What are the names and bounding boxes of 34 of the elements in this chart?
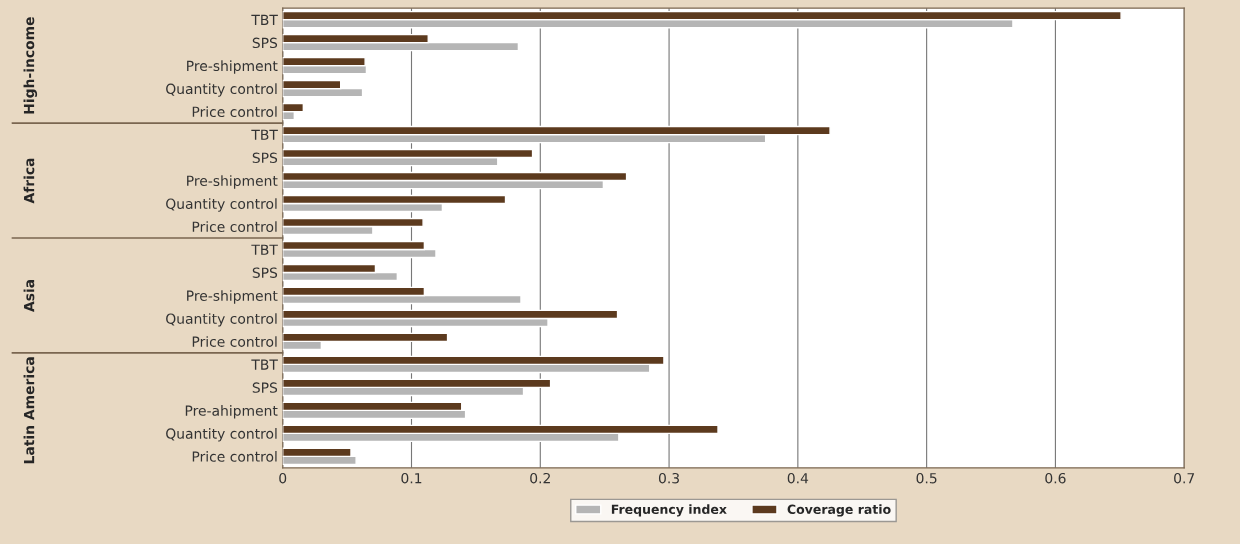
y-tick-label: Price control [192,451,277,462]
y-tick-label: Quantity control [166,313,277,327]
y-tick-label: SPS [252,152,278,164]
x-tick-label: 0.7 [1174,472,1195,484]
text: High-income [23,17,38,114]
y-tick-label: TBT [251,14,278,25]
y-tick-label: Pre-shipment [187,60,278,74]
y-tick-label: Quantity control [166,428,277,442]
y-tick-label: Price control [192,106,277,118]
y-tick-label: TBT [251,129,278,140]
x-tick-label: 0 [279,472,287,484]
y-tick-label: TBT [251,244,278,255]
x-tick-label: 0.2 [530,472,550,484]
y-tick-label: SPS [252,382,278,393]
text: Latin America [23,357,35,464]
y-tick-label: Pre-ahipment [185,405,278,419]
y-tick-label: Quantity control [166,83,277,97]
legend-label: Coverage ratio [787,504,891,517]
text: Asia [23,279,35,312]
x-tick-label: 0.5 [916,472,937,484]
x-tick-label: 0.3 [658,472,679,484]
y-tick-label: TBT [251,359,278,370]
y-tick-label: SPS [252,37,278,49]
y-tick-label: Pre-shipment [187,175,278,189]
legend-label: Frequency index [611,504,727,517]
y-tick-label: Price control [192,336,277,347]
y-tick-label: Price control [192,221,277,232]
y-tick-label: Pre-shipment [187,290,278,304]
x-tick-label: 0.1 [401,472,422,484]
x-tick-label: 0.6 [1045,472,1066,484]
y-tick-label: SPS [252,267,278,278]
x-tick-label: 0.4 [787,472,809,484]
y-tick-label: Quantity control [166,198,277,212]
text: Africa [23,158,35,204]
